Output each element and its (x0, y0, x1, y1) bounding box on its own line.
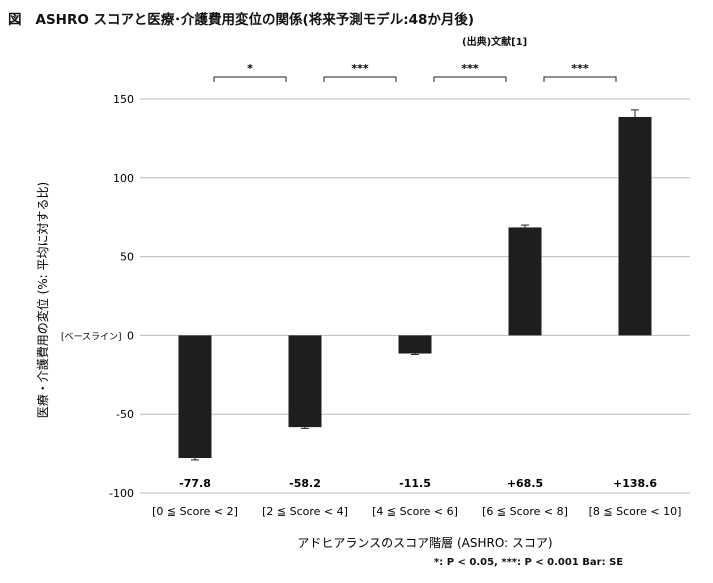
y-tick-label: -100 (109, 487, 134, 500)
significance-bracket (543, 76, 617, 82)
significance-bracket (213, 76, 287, 82)
error-bars (191, 109, 639, 461)
significance-marker: *** (571, 62, 589, 75)
y-tick-labels: 150 100 50 0 -50 -100 [ベースライン] (61, 93, 134, 500)
category-label: [0 ≦ Score < 2] (152, 505, 238, 518)
value-label: -11.5 (399, 477, 431, 490)
title-text: ASHRO スコアと医療･介護費用変位の関係(将来予測モデル:48か月後) (35, 12, 475, 28)
category-label: [4 ≦ Score < 6] (372, 505, 458, 518)
bar (508, 227, 542, 336)
y-tick-label: 50 (120, 251, 134, 264)
value-label: +68.5 (507, 477, 543, 490)
significance-marker: *** (351, 62, 369, 75)
bar (618, 116, 652, 336)
bars (178, 116, 652, 459)
bar (288, 335, 322, 428)
value-label: +138.6 (613, 477, 657, 490)
baseline-label: [ベースライン] (61, 331, 122, 342)
source-citation: (出典)文献[1] (462, 37, 528, 48)
y-tick-label: 100 (113, 172, 134, 185)
value-label: -58.2 (289, 477, 321, 490)
footnote: *: P < 0.05, ***: P < 0.001 Bar: SE (434, 557, 624, 568)
category-label: [8 ≦ Score < 10] (589, 505, 682, 518)
chart-title: 図 ASHRO スコアと医療･介護費用変位の関係(将来予測モデル:48か月後) (8, 8, 474, 28)
value-labels: -77.8 -58.2 -11.5 +68.5 +138.6 (179, 477, 657, 490)
figure-label: 図 (8, 12, 22, 28)
significance-marker: *** (461, 62, 479, 75)
significance-brackets: * *** *** *** (213, 62, 617, 82)
value-label: -77.8 (179, 477, 211, 490)
bar (178, 335, 212, 459)
x-axis-label: アドヒアランスのスコア階層 (ASHRO: スコア) (297, 535, 552, 550)
significance-bracket (323, 76, 397, 82)
y-tick-label: 150 (113, 93, 134, 106)
y-axis-label: 医療・介護費用の変位 (%: 平均に対する比) (35, 182, 50, 418)
y-tick-label: -50 (116, 408, 134, 421)
significance-marker: * (247, 62, 253, 75)
bar (398, 335, 432, 354)
gridlines (140, 98, 690, 494)
category-labels: [0 ≦ Score < 2] [2 ≦ Score < 4] [4 ≦ Score… (152, 505, 681, 518)
significance-bracket (433, 76, 507, 82)
category-label: [6 ≦ Score < 8] (482, 505, 568, 518)
y-tick-label: 0 (127, 329, 134, 342)
category-label: [2 ≦ Score < 4] (262, 505, 348, 518)
